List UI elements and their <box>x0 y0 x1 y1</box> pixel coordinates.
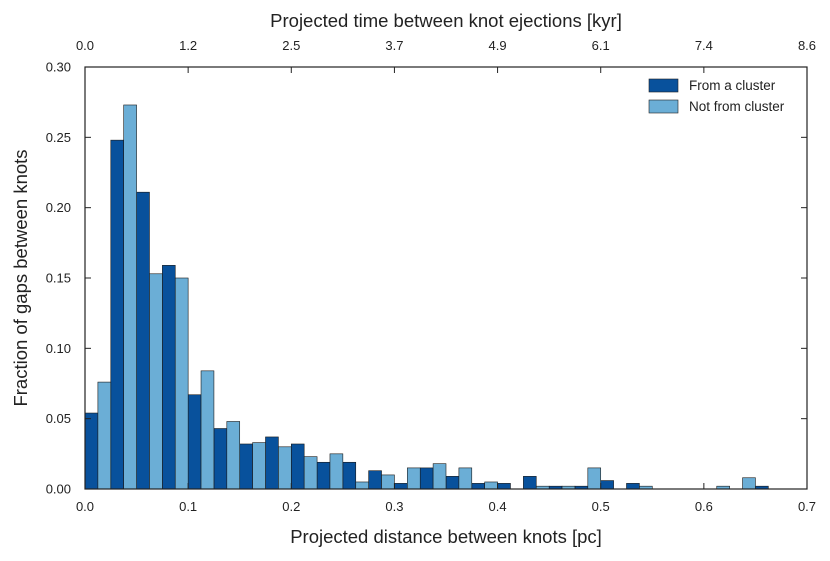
bars-group <box>84 104 769 490</box>
x-tick-label: 0.0 <box>76 499 94 514</box>
bar-series-0-20 <box>600 480 614 490</box>
x-tick-label: 0.2 <box>282 499 300 514</box>
bar-series-1-11 <box>381 474 395 490</box>
bar-series-0-6 <box>239 443 253 490</box>
top-x-tick-label: 8.6 <box>798 38 816 53</box>
top-x-tick-label: 4.9 <box>489 38 507 53</box>
y-axis-title: Fraction of gaps between knots <box>10 149 31 406</box>
y-tick-label: 0.15 <box>46 271 71 286</box>
bar-series-0-3 <box>162 265 176 490</box>
top-x-tick-label: 7.4 <box>695 38 713 53</box>
bar-series-1-0 <box>97 381 112 490</box>
bar-series-0-15 <box>471 483 485 490</box>
legend: From a cluster Not from cluster <box>648 78 785 114</box>
bar-series-1-6 <box>252 442 266 490</box>
bar-series-1-10 <box>355 481 369 490</box>
bar-series-0-4 <box>187 394 202 490</box>
bar-series-1-12 <box>407 467 421 490</box>
x-tick-label: 0.4 <box>489 499 507 514</box>
x-tick-label: 0.1 <box>179 499 197 514</box>
top-x-tick-label: 3.7 <box>385 38 403 53</box>
top-x-tick-label: 6.1 <box>592 38 610 53</box>
top-x-tick-label: 1.2 <box>179 38 197 53</box>
legend-label-from-cluster: From a cluster <box>689 78 776 93</box>
bar-series-1-21 <box>742 477 756 490</box>
bar-series-0-9 <box>316 461 331 490</box>
bar-series-1-4 <box>200 370 215 490</box>
bar-series-1-1 <box>123 104 137 490</box>
bar-series-1-9 <box>329 453 344 490</box>
bar-series-0-0 <box>84 412 99 490</box>
top-axis-title: Projected time between knot ejections [k… <box>270 10 622 31</box>
bar-series-0-5 <box>213 428 228 490</box>
y-tick-label: 0.20 <box>46 200 71 215</box>
top-x-tick-label: 2.5 <box>282 38 300 53</box>
bar-series-0-7 <box>265 436 279 490</box>
y-tick-label: 0.30 <box>46 60 71 75</box>
bar-series-1-15 <box>484 481 498 490</box>
y-tick-label: 0.25 <box>46 130 71 145</box>
x-tick-label: 0.3 <box>385 499 403 514</box>
x-tick-label: 0.5 <box>592 499 610 514</box>
x-axis-title: Projected distance between knots [pc] <box>290 526 602 547</box>
bar-series-1-8 <box>303 456 318 490</box>
bar-series-0-1 <box>110 139 124 490</box>
top-x-tick-label: 0.0 <box>76 38 94 53</box>
bar-series-1-3 <box>174 277 189 490</box>
bar-series-0-21 <box>626 483 640 490</box>
y-tick-label: 0.10 <box>46 341 71 356</box>
y-tick-label: 0.05 <box>46 411 71 426</box>
legend-swatch-not-from-cluster <box>648 99 679 114</box>
x-tick-label: 0.6 <box>695 499 713 514</box>
y-tick-label: 0.00 <box>46 482 71 497</box>
bar-series-0-12 <box>394 483 408 490</box>
bar-series-1-18 <box>587 467 602 490</box>
bar-series-0-11 <box>368 470 382 490</box>
bar-series-0-10 <box>342 461 357 490</box>
bar-series-0-2 <box>136 191 150 490</box>
bar-series-1-14 <box>458 467 473 490</box>
bar-series-1-2 <box>149 273 163 490</box>
legend-swatch-from-cluster <box>648 78 679 93</box>
bar-series-1-13 <box>432 463 447 490</box>
bar-series-1-5 <box>226 421 241 490</box>
bar-series-1-7 <box>278 446 292 490</box>
ticks-group: 0.0 0.1 0.2 0.3 0.4 0.5 0.6 0.7 0.0 1.2 2.5 3.7 4.9 6… <box>46 38 816 514</box>
bar-series-0-14 <box>445 476 460 490</box>
x-tick-label: 0.7 <box>798 499 816 514</box>
bar-series-0-17 <box>523 476 537 490</box>
legend-label-not-from-cluster: Not from cluster <box>689 99 785 114</box>
bar-series-0-8 <box>290 443 305 490</box>
bar-series-0-16 <box>497 483 511 490</box>
bar-series-0-13 <box>419 467 434 490</box>
